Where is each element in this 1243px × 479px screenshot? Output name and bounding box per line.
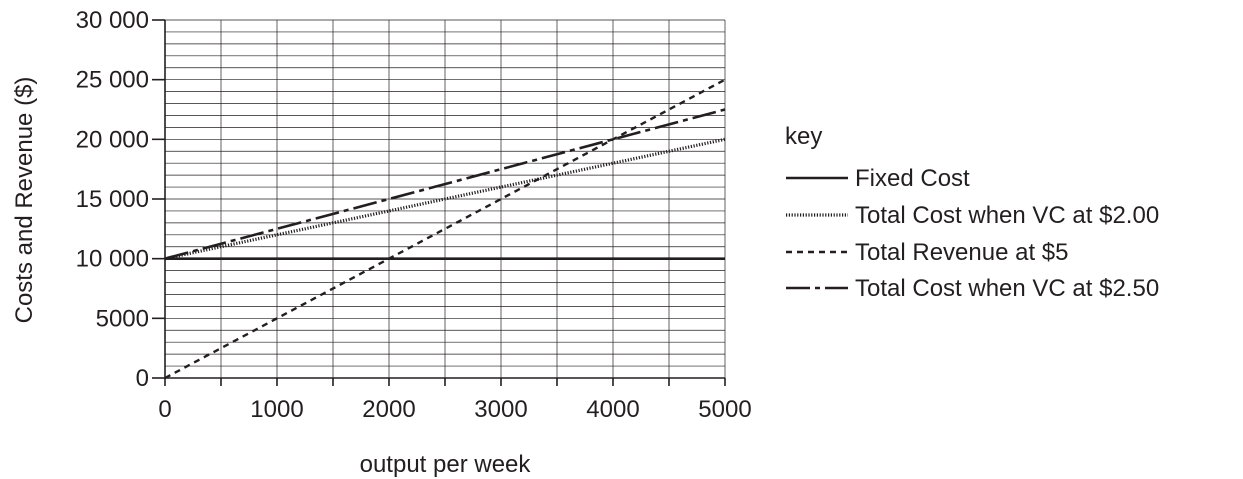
y-tick-label: 30 000 [76, 7, 149, 34]
series-line-total-cost-when-vc-at-2-50 [164, 108, 726, 260]
legend-title: key [785, 123, 822, 150]
legend-label-total-cost-when-vc-at-2-50: Total Cost when VC at $2.50 [855, 275, 1159, 302]
series-lines [164, 78, 726, 380]
grid [164, 19, 726, 379]
x-tick-label: 2000 [362, 396, 415, 423]
x-tick-label: 1000 [250, 396, 303, 423]
y-tick-label: 5000 [96, 305, 149, 332]
legend-label-fixed-cost: Fixed Cost [855, 165, 970, 192]
y-tick-label: 15 000 [76, 186, 149, 213]
y-tick-label: 10 000 [76, 246, 149, 273]
series-line-total-revenue-at-5 [164, 78, 726, 380]
y-tick-label: 20 000 [76, 126, 149, 153]
y-tick-label: 0 [136, 365, 149, 392]
x-tick-label: 0 [158, 396, 171, 423]
legend-label-total-cost-when-vc-at-2-00: Total Cost when VC at $2.00 [855, 202, 1159, 229]
y-tick-label: 25 000 [76, 67, 149, 94]
axes: 0 5000 10 000 15 000 20 000 25 000 30 000 0 1000… [76, 7, 752, 423]
x-tick-label: 4000 [586, 396, 639, 423]
x-tick-label: 3000 [474, 396, 527, 423]
x-tick-label: 5000 [698, 396, 751, 423]
legend: key Fixed Cost Total Cost when VC at $2.0… [785, 123, 1159, 302]
y-axis-title: Costs and Revenue ($) [11, 77, 38, 324]
series-line-total-cost-when-vc-at-2-00 [164, 137, 726, 261]
x-axis-title: output per week [360, 451, 532, 478]
legend-label-total-revenue-at-5: Total Revenue at $5 [855, 239, 1068, 266]
